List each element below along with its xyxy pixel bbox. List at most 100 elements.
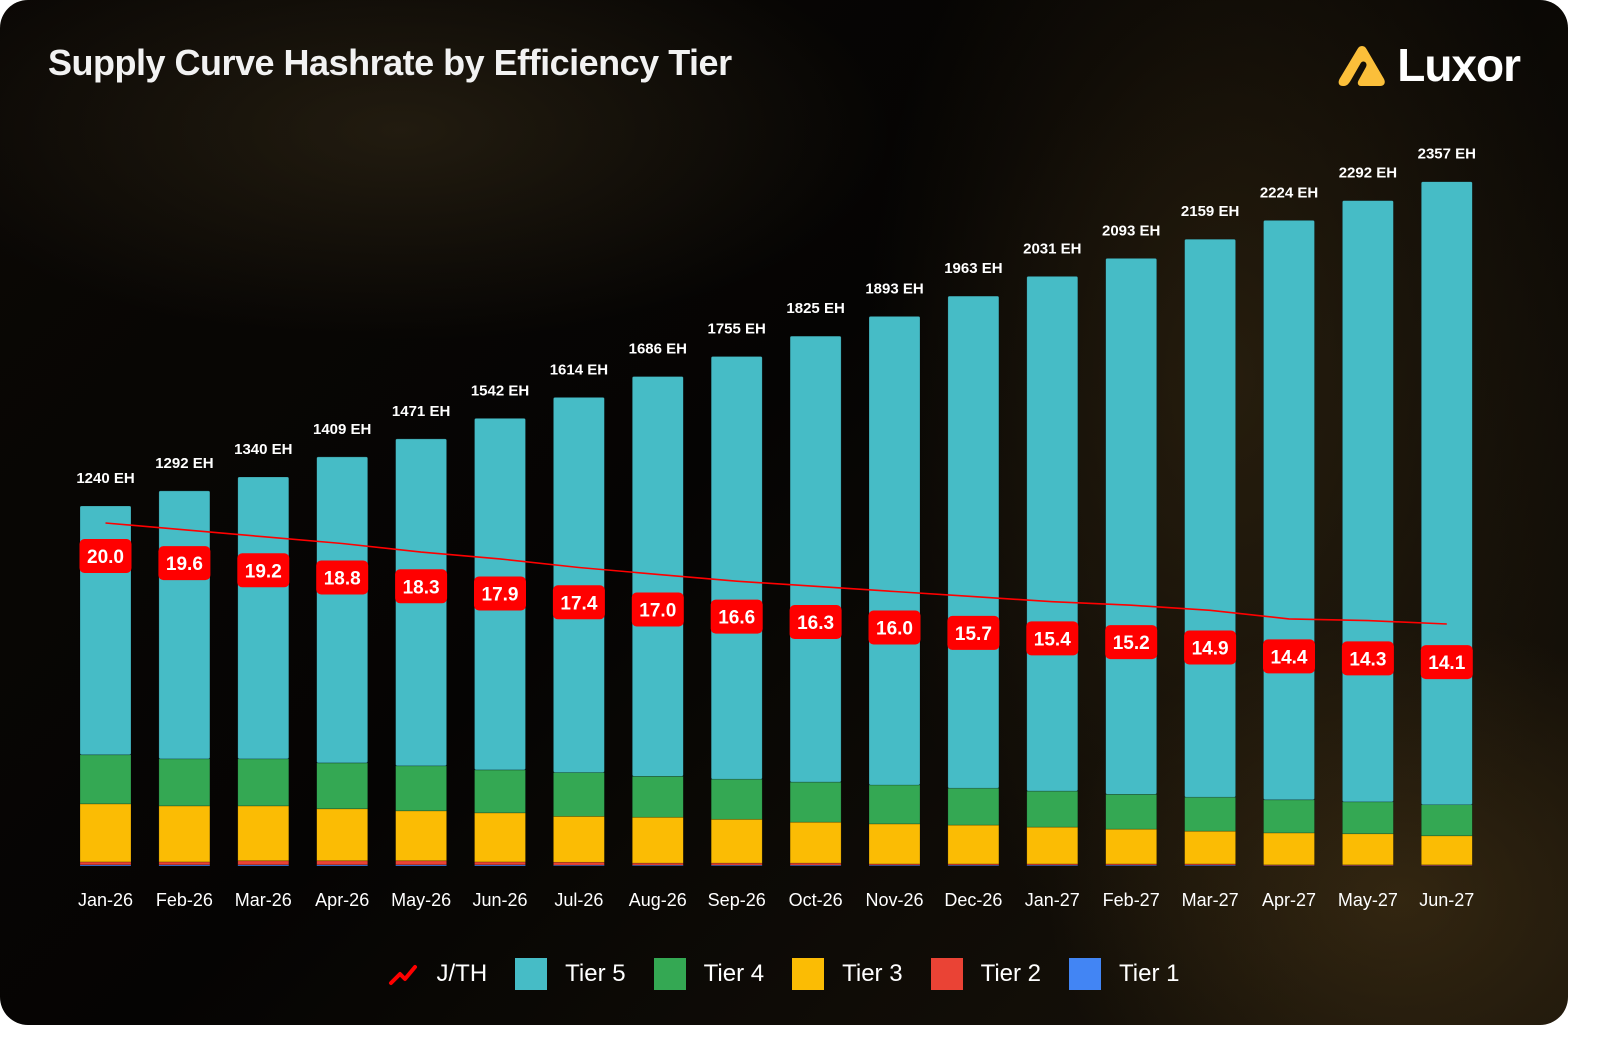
- x-tick-label: Dec-26: [944, 890, 1002, 910]
- bar-segment-tier5: [237, 476, 290, 760]
- jth-badge: [868, 610, 921, 645]
- total-label: 2159 EH: [1181, 203, 1239, 220]
- luxor-logo-icon: [1338, 46, 1386, 86]
- x-tick-label: Sep-26: [708, 890, 766, 910]
- bar-segment-tier5: [789, 335, 842, 783]
- total-label: 1614 EH: [550, 361, 608, 378]
- legend-swatch-tier4: [653, 958, 686, 990]
- bar-segment-tier5: [316, 456, 369, 764]
- jth-badge: [316, 560, 369, 595]
- legend-item-tier4[interactable]: Tier 4: [653, 958, 764, 990]
- x-tick-label: Jul-26: [554, 890, 603, 910]
- bar-segment-tier4: [789, 781, 842, 823]
- chart-card: Supply Curve Hashrate by Efficiency Tier…: [0, 0, 1568, 1025]
- jth-badge: [1420, 645, 1473, 680]
- bar-segment-tier4: [1263, 799, 1315, 834]
- bar-segment-tier4: [553, 772, 605, 817]
- jth-line: [105, 522, 1447, 625]
- jth-value-label: 15.2: [1113, 633, 1150, 654]
- bar-segment-tier3: [1105, 828, 1157, 865]
- jth-value-label: 15.7: [955, 624, 992, 645]
- bar-segment-tier3: [710, 818, 763, 864]
- bar-segment-tier4: [1105, 793, 1157, 830]
- jth-value-label: 14.9: [1192, 639, 1229, 660]
- x-tick-label: Feb-26: [156, 890, 213, 910]
- chart-legend: J/TH Tier 5 Tier 4 Tier 3 Tier 2 Tier 1: [0, 958, 1568, 990]
- legend-swatch-tier2: [930, 958, 963, 990]
- x-tick-label: Jun-27: [1419, 890, 1474, 910]
- bar-segment-tier4: [1026, 790, 1079, 828]
- bar-segment-tier5: [1263, 220, 1315, 801]
- bar-segment-tier2: [474, 861, 526, 866]
- total-label: 2093 EH: [1102, 222, 1160, 239]
- bar-segment-tier3: [474, 812, 526, 863]
- jth-badge: [947, 615, 1000, 650]
- bar-segment-tier2: [395, 860, 447, 866]
- bar-segment-tier2: [79, 861, 132, 866]
- total-label: 1542 EH: [471, 382, 529, 399]
- bar-segment-tier4: [395, 765, 447, 812]
- total-label: 1755 EH: [708, 320, 766, 337]
- bar-segment-tier3: [1342, 833, 1394, 866]
- legend-item-tier3[interactable]: Tier 3: [792, 958, 903, 990]
- jth-value-label: 16.0: [876, 618, 913, 639]
- legend-swatch-tier5: [515, 958, 548, 990]
- x-tick-label: Mar-27: [1182, 890, 1239, 910]
- bar-segment-tier2: [553, 861, 605, 866]
- bar-segment-tier3: [631, 816, 684, 864]
- jth-value-label: 16.6: [718, 608, 755, 629]
- bar-segment-tier4: [474, 769, 526, 814]
- bar-segment-tier3: [1263, 832, 1315, 866]
- bar-segment-tier3: [158, 805, 211, 863]
- bar-segment-tier4: [1421, 804, 1473, 837]
- bar-segment-tier3: [1421, 835, 1473, 866]
- bar-segment-tier2: [158, 861, 211, 866]
- jth-value-label: 17.9: [482, 584, 519, 605]
- bar-segment-tier3: [395, 810, 447, 862]
- legend-item-tier1[interactable]: Tier 1: [1069, 958, 1180, 990]
- total-label: 1963 EH: [944, 260, 1002, 277]
- bar-segment-tier2: [789, 862, 842, 866]
- jth-badge: [474, 576, 526, 611]
- legend-item-tier5[interactable]: Tier 5: [515, 958, 626, 990]
- x-tick-label: May-27: [1338, 890, 1398, 910]
- legend-label: Tier 1: [1119, 960, 1180, 987]
- jth-value-label: 17.0: [639, 600, 676, 621]
- jth-value-label: 14.4: [1271, 647, 1308, 668]
- bar-segment-tier3: [553, 816, 605, 863]
- total-label: 2357 EH: [1418, 146, 1476, 163]
- legend-item-jth[interactable]: J/TH: [388, 960, 487, 988]
- jth-value-label: 14.3: [1349, 649, 1386, 670]
- x-tick-label: Apr-26: [315, 890, 369, 910]
- jth-value-label: 20.0: [87, 547, 124, 568]
- legend-label: Tier 5: [565, 960, 626, 987]
- bar-segment-tier3: [868, 823, 921, 865]
- legend-item-tier2[interactable]: Tier 2: [930, 958, 1042, 990]
- bar-segment-tier4: [1342, 801, 1394, 835]
- logo-text: Luxor: [1397, 39, 1521, 91]
- total-label: 1471 EH: [392, 403, 450, 420]
- jth-badge: [552, 585, 605, 620]
- total-label: 1893 EH: [865, 280, 923, 297]
- total-label: 1409 EH: [313, 421, 371, 438]
- legend-label: Tier 2: [980, 960, 1042, 987]
- total-label: 2292 EH: [1339, 165, 1397, 182]
- luxor-logo: Luxor: [1337, 38, 1521, 92]
- total-label: 1292 EH: [155, 455, 213, 472]
- legend-label: J/TH: [436, 960, 488, 987]
- bar-segment-tier3: [1026, 826, 1079, 865]
- bar-segment-tier3: [947, 824, 1000, 865]
- bar-segment-tier3: [789, 821, 842, 864]
- trend-line-icon: [389, 965, 418, 985]
- jth-value-label: 17.4: [560, 593, 597, 614]
- x-tick-label: Mar-26: [235, 890, 292, 910]
- bar-segment-tier3: [237, 805, 290, 862]
- jth-badge: [1026, 621, 1079, 656]
- x-tick-label: Nov-26: [865, 890, 923, 910]
- jth-value-label: 15.4: [1034, 629, 1071, 650]
- jth-value-label: 18.3: [403, 577, 440, 598]
- total-label: 1240 EH: [76, 470, 134, 487]
- bar-segment-tier3: [316, 808, 369, 862]
- bar-segment-tier4: [947, 787, 1000, 826]
- bar-segment-tier4: [79, 754, 132, 805]
